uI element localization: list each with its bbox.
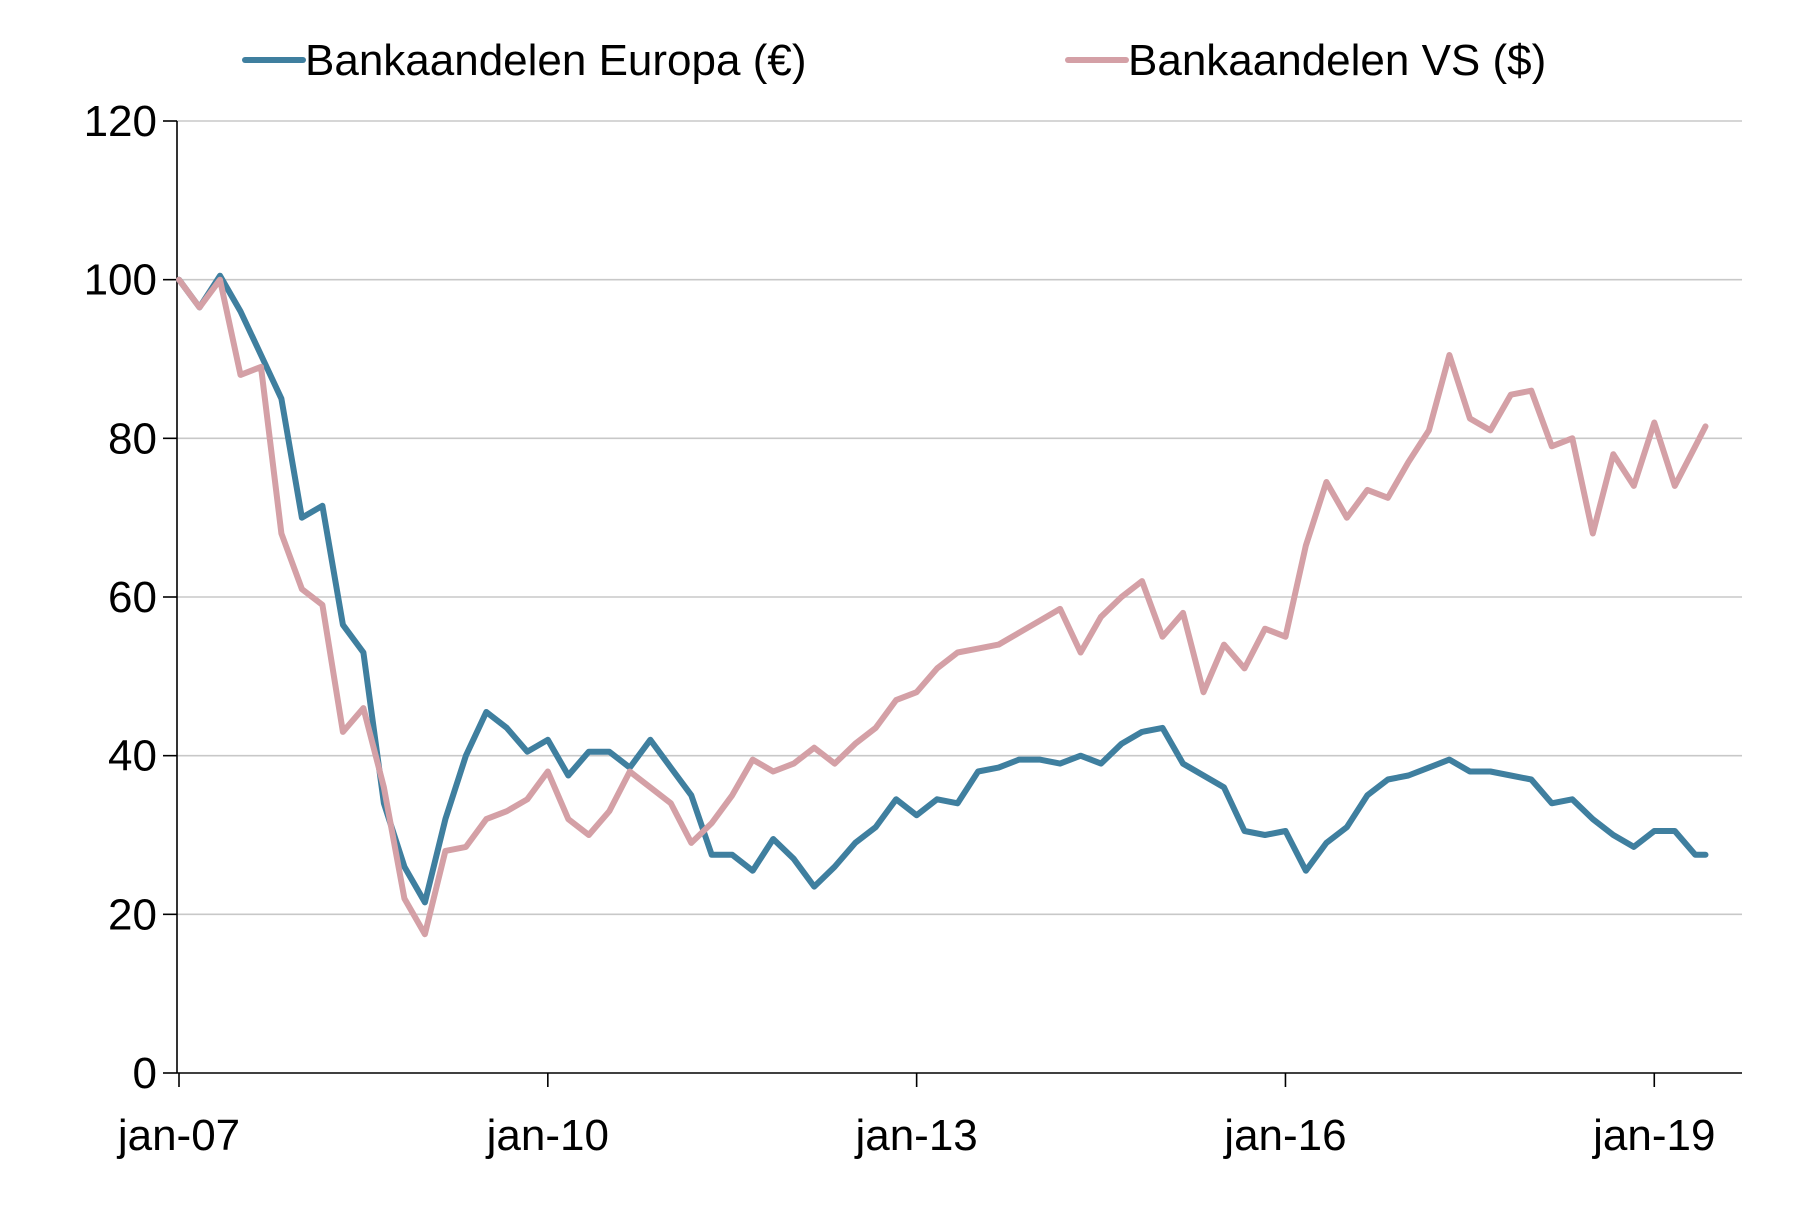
legend: Bankaandelen Europa (€) Bankaandelen VS (… xyxy=(242,36,1546,85)
y-tick-label: 100 xyxy=(84,256,157,305)
legend-label: Bankaandelen VS ($) xyxy=(1128,36,1546,85)
x-tick-label: jan-16 xyxy=(1222,1111,1346,1160)
y-tick-label: 40 xyxy=(108,732,157,781)
series-lines xyxy=(176,272,1709,938)
gridlines xyxy=(177,120,1742,916)
legend-label: Bankaandelen Europa (€) xyxy=(305,36,806,85)
x-axis: jan-07 jan-10 jan-13 jan-16 jan-19 xyxy=(116,1072,1742,1160)
series-line-europa xyxy=(176,272,1709,906)
y-tick-label: 80 xyxy=(108,414,157,463)
x-tick-label: jan-19 xyxy=(1591,1111,1715,1160)
x-tick-label: jan-13 xyxy=(853,1111,977,1160)
y-tick-label: 120 xyxy=(84,97,157,146)
x-tick-label: jan-10 xyxy=(485,1111,609,1160)
y-tick-label: 0 xyxy=(133,1049,157,1098)
y-tick-label: 60 xyxy=(108,573,157,622)
series-line-vs xyxy=(176,276,1709,938)
y-axis: 0 20 40 60 80 100 120 xyxy=(84,97,178,1098)
x-tick-label: jan-07 xyxy=(116,1111,240,1160)
y-tick-label: 20 xyxy=(108,890,157,939)
